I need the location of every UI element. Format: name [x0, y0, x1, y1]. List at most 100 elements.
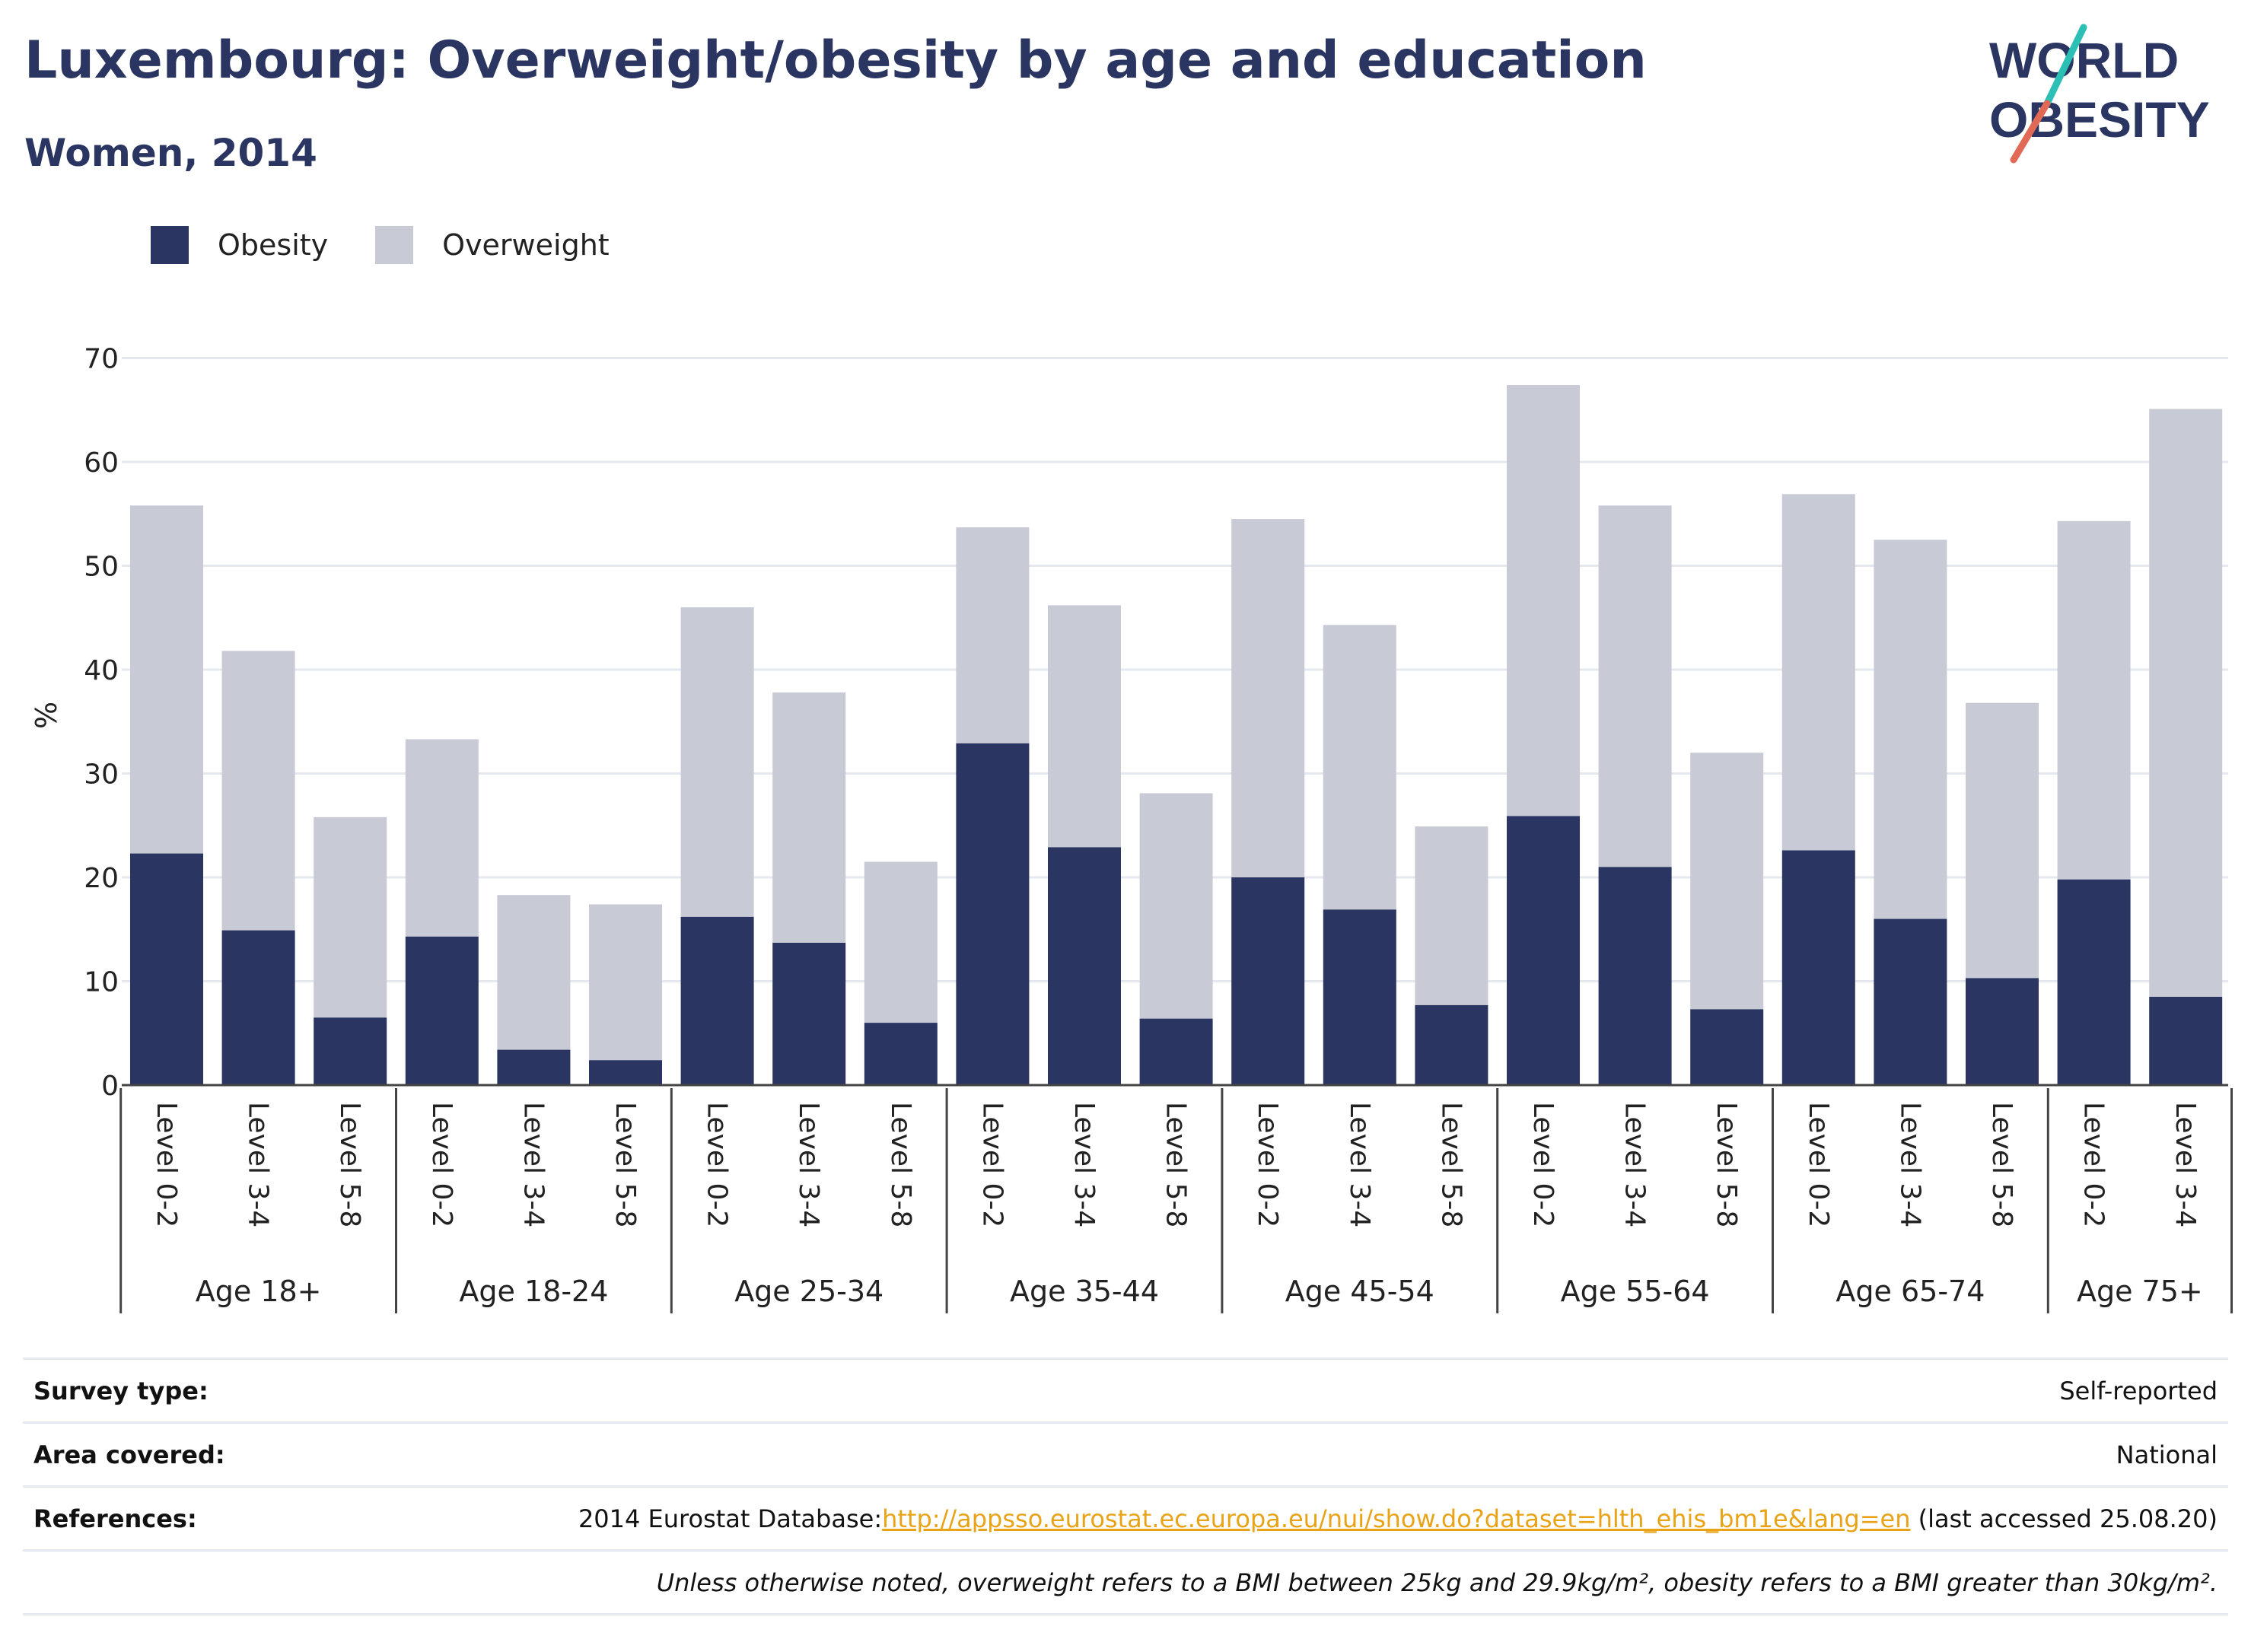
- page-title: Luxembourg: Overweight/obesity by age an…: [24, 30, 1647, 91]
- bar-overweight: [1874, 540, 1947, 919]
- x-tick-label: Level 5-8: [1161, 1102, 1192, 1227]
- x-tick-label: Level 0-2: [1803, 1102, 1834, 1227]
- legend-label-overweight: Overweight: [442, 228, 610, 262]
- bar-obesity: [864, 1023, 938, 1085]
- bar-overweight: [405, 739, 479, 937]
- info-row-survey-type: Survey type: Self-reported: [23, 1358, 2228, 1421]
- x-tick-label: Level 0-2: [2078, 1102, 2109, 1227]
- y-tick-label: 60: [84, 447, 119, 479]
- bar-overweight: [2057, 520, 2131, 880]
- bar-overweight: [130, 505, 203, 854]
- bar-overweight: [221, 651, 295, 931]
- bar-overweight: [1598, 505, 1672, 867]
- x-tick-label: Level 3-4: [1619, 1102, 1651, 1227]
- x-tick-label: Level 0-2: [426, 1102, 457, 1227]
- legend-label-obesity: Obesity: [218, 228, 329, 262]
- x-tick-label: Level 3-4: [1344, 1102, 1375, 1227]
- logo-line1: WORLD: [1989, 32, 2179, 88]
- bar-obesity: [1048, 847, 1121, 1085]
- bar-overweight: [956, 527, 1030, 743]
- group-label: Age 35-44: [1010, 1275, 1159, 1308]
- bar-overweight: [1690, 753, 1764, 1010]
- x-tick-label: Level 5-8: [1986, 1102, 2017, 1227]
- y-tick-label: 20: [84, 863, 119, 894]
- y-tick-label: 40: [84, 655, 119, 686]
- legend-swatch-overweight: [375, 226, 414, 264]
- bar-obesity: [1781, 850, 1855, 1085]
- references-link[interactable]: http://appsso.eurostat.ec.europa.eu/nui/…: [882, 1504, 1911, 1533]
- bar-obesity: [2149, 996, 2223, 1085]
- bar-overweight: [2149, 409, 2223, 997]
- bar-obesity: [680, 916, 754, 1085]
- x-tick-label: Level 0-2: [702, 1102, 733, 1227]
- bar-obesity: [589, 1060, 662, 1085]
- bar-obesity: [221, 930, 295, 1085]
- references-value: 2014 Eurostat Database:http://appsso.eur…: [578, 1504, 2218, 1533]
- legend-swatch-obesity: [151, 226, 189, 264]
- logo-stroke-red: [2010, 100, 2051, 164]
- area-covered-value: National: [2116, 1440, 2218, 1469]
- stacked-bar-chart: 0 10 20 30 40 50 60 70% Level 0-2 Level 3-4 Level …: [30, 344, 2233, 1313]
- bar-overweight: [497, 895, 571, 1050]
- bar-obesity: [1598, 867, 1672, 1085]
- area-covered-key: Area covered:: [33, 1440, 225, 1469]
- bar-obesity: [956, 743, 1030, 1085]
- x-tick-label: Level 5-8: [1435, 1102, 1466, 1227]
- x-tick-label: Level 5-8: [1711, 1102, 1742, 1227]
- x-tick-label: Level 0-2: [151, 1102, 182, 1227]
- x-tick-label: Level 5-8: [885, 1102, 916, 1227]
- x-tick-label: Level 3-4: [517, 1102, 549, 1227]
- group-label: Age 25-34: [734, 1275, 884, 1308]
- group-label: Age 65-74: [1836, 1275, 1985, 1308]
- group-label: Age 75+: [2077, 1275, 2203, 1308]
- x-tick-label: Level 3-4: [793, 1102, 824, 1227]
- x-tick-label: Level 0-2: [976, 1102, 1008, 1227]
- bar-obesity: [1139, 1018, 1213, 1085]
- bar-overweight: [314, 816, 387, 1018]
- x-tick-label: Level 0-2: [1527, 1102, 1559, 1227]
- bar-overweight: [680, 607, 754, 917]
- info-row-note: Unless otherwise noted, overweight refer…: [23, 1549, 2228, 1615]
- bar-obesity: [405, 936, 479, 1085]
- bar-overweight: [1323, 625, 1396, 910]
- references-suffix: (last accessed 25.08.20): [1910, 1504, 2218, 1533]
- group-label: Age 18-24: [459, 1275, 608, 1308]
- group-label: Age 18+: [196, 1275, 322, 1308]
- bar-overweight: [1966, 702, 2039, 979]
- bar-obesity: [314, 1017, 387, 1085]
- references-prefix: 2014 Eurostat Database:: [578, 1504, 883, 1533]
- references-key: References:: [33, 1504, 197, 1533]
- y-tick-label: 30: [84, 759, 119, 791]
- y-tick-label: 70: [84, 344, 119, 375]
- x-tick-label: Level 3-4: [1068, 1102, 1100, 1227]
- logo-stroke-teal: [2043, 24, 2087, 107]
- world-obesity-logo: WORLD OBESITY: [1989, 24, 2210, 164]
- survey-type-value: Self-reported: [2059, 1376, 2218, 1405]
- bar-obesity: [1690, 1009, 1764, 1085]
- bar-overweight: [864, 861, 938, 1023]
- bar-obesity: [1874, 918, 1947, 1085]
- y-axis-label: %: [30, 702, 63, 729]
- bar-overweight: [1048, 605, 1121, 848]
- group-label: Age 45-54: [1285, 1275, 1434, 1308]
- info-row-references: References: 2014 Eurostat Database:http:…: [23, 1485, 2228, 1549]
- chart-legend: Obesity Overweight: [151, 225, 657, 265]
- info-row-area-covered: Area covered: National: [23, 1421, 2228, 1485]
- bar-obesity: [1415, 1004, 1488, 1085]
- bmi-note: Unless otherwise noted, overweight refer…: [656, 1568, 2218, 1597]
- y-tick-label: 10: [84, 967, 119, 998]
- y-tick-label: 0: [101, 1071, 119, 1102]
- bar-overweight: [772, 692, 846, 943]
- bar-overweight: [1507, 384, 1580, 816]
- bar-overweight: [589, 904, 662, 1061]
- x-tick-label: Level 5-8: [334, 1102, 365, 1227]
- bar-overweight: [1781, 494, 1855, 851]
- y-tick-label: 50: [84, 552, 119, 583]
- bar-obesity: [772, 942, 846, 1085]
- x-tick-label: Level 3-4: [1894, 1102, 1925, 1227]
- bar-obesity: [1323, 909, 1396, 1085]
- group-label: Age 55-64: [1561, 1275, 1710, 1308]
- bar-obesity: [130, 853, 203, 1085]
- page-subtitle: Women, 2014: [24, 131, 317, 175]
- bar-obesity: [1507, 816, 1580, 1085]
